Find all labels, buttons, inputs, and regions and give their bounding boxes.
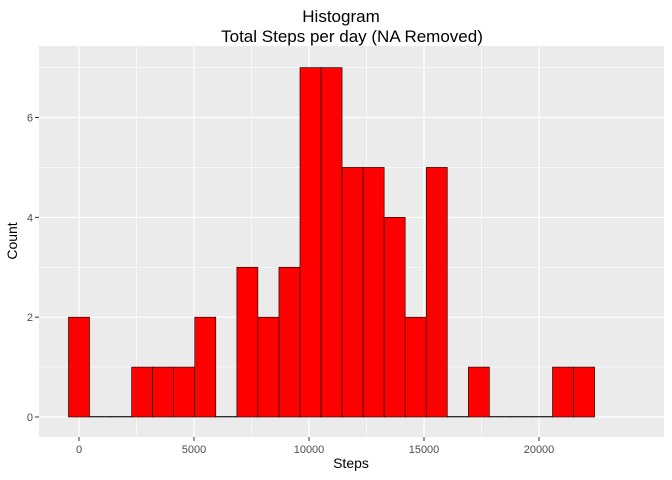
histogram-bar [531,416,553,418]
histogram-bar [236,266,259,418]
y-tick-label: 0 [27,412,33,424]
histogram-bar [215,416,238,418]
histogram-bar [573,366,595,418]
histogram-bar [362,167,385,418]
y-tick-label: 4 [27,212,33,224]
y-axis-ticks: 0 2 4 6 [27,113,39,424]
x-axis-ticks: 0 5000 10000 15000 20000 [76,437,554,456]
x-tick-label: 5000 [182,444,206,456]
histogram-bar [194,316,217,418]
histogram-bar [552,366,574,418]
histogram-bar [404,316,427,418]
histogram-bar [110,416,132,418]
histogram-bar [278,266,301,418]
histogram-bar [468,366,490,418]
y-axis-label: Count [4,222,20,259]
x-tick-label: 10000 [294,444,325,456]
histogram-bar [489,416,511,418]
histogram-bar [299,67,322,418]
histogram-bar [425,167,448,418]
y-tick-label: 2 [27,312,33,324]
histogram-bar [173,366,196,418]
bars [68,67,595,418]
histogram-bar [131,366,153,418]
y-tick-label: 6 [27,113,33,125]
chart-subtitle: Total Steps per day (NA Removed) [221,27,483,46]
x-tick-label: 20000 [524,444,555,456]
histogram-bar [510,416,532,418]
histogram-bar [383,217,406,418]
x-tick-label: 15000 [409,444,440,456]
histogram-bar [152,366,175,418]
histogram-bar [89,416,111,418]
histogram-bar [446,416,469,418]
histogram-bar [341,167,364,418]
histogram-bar [68,316,90,418]
histogram-bar [257,316,280,418]
x-axis-label: Steps [333,455,369,471]
chart-title: Histogram [302,7,379,26]
histogram-bar [320,67,343,418]
x-tick-label: 0 [76,444,82,456]
